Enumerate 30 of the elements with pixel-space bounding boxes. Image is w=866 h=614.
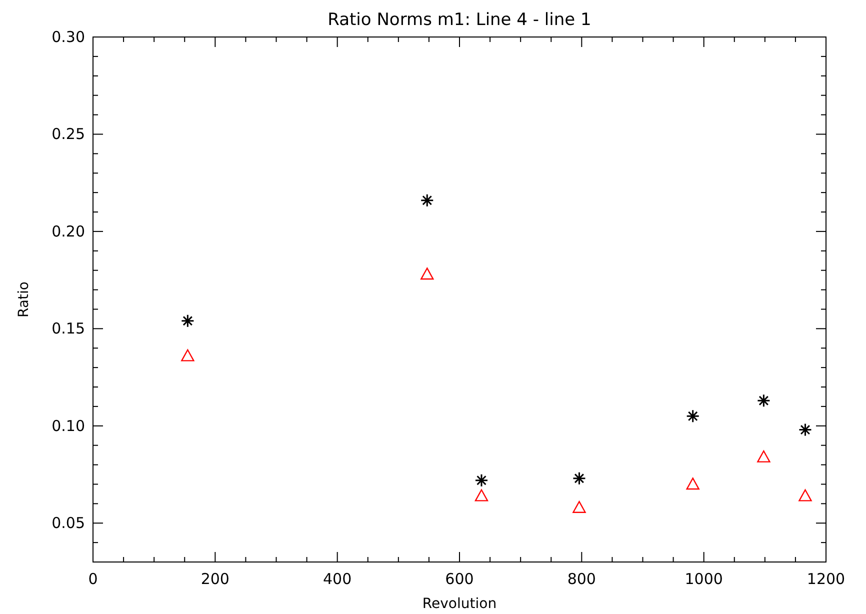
y-tick-label: 0.05 [52, 514, 85, 532]
chart-title: Ratio Norms m1: Line 4 - line 1 [328, 10, 592, 30]
y-tick-label: 0.10 [52, 416, 85, 435]
point [572, 500, 586, 513]
point [474, 489, 488, 502]
point [420, 194, 434, 208]
y-tick-label: 0.30 [52, 28, 85, 46]
x-tick-label: 600 [445, 570, 474, 588]
x-tick-label: 800 [567, 570, 596, 588]
point [757, 450, 770, 462]
x-tick-label: 0 [88, 570, 98, 588]
point [756, 394, 770, 408]
point [474, 474, 488, 488]
point [686, 478, 700, 490]
point [686, 409, 700, 423]
point [181, 349, 194, 362]
x-tick-label: 1000 [684, 570, 723, 588]
point [420, 268, 434, 280]
point [798, 489, 812, 502]
y-tick-label: 0.25 [52, 125, 85, 144]
y-tick-label: 0.15 [52, 320, 85, 338]
x-tick-label: 1200 [806, 570, 846, 588]
point [180, 314, 194, 328]
point [572, 472, 586, 486]
x-tick-label: 400 [323, 570, 352, 588]
x-axis-title: Revolution [422, 596, 497, 612]
x-tick-label: 200 [200, 570, 230, 588]
y-tick-label: 0.20 [52, 222, 85, 240]
point [798, 423, 812, 437]
y-axis-title: Ratio [16, 282, 32, 318]
